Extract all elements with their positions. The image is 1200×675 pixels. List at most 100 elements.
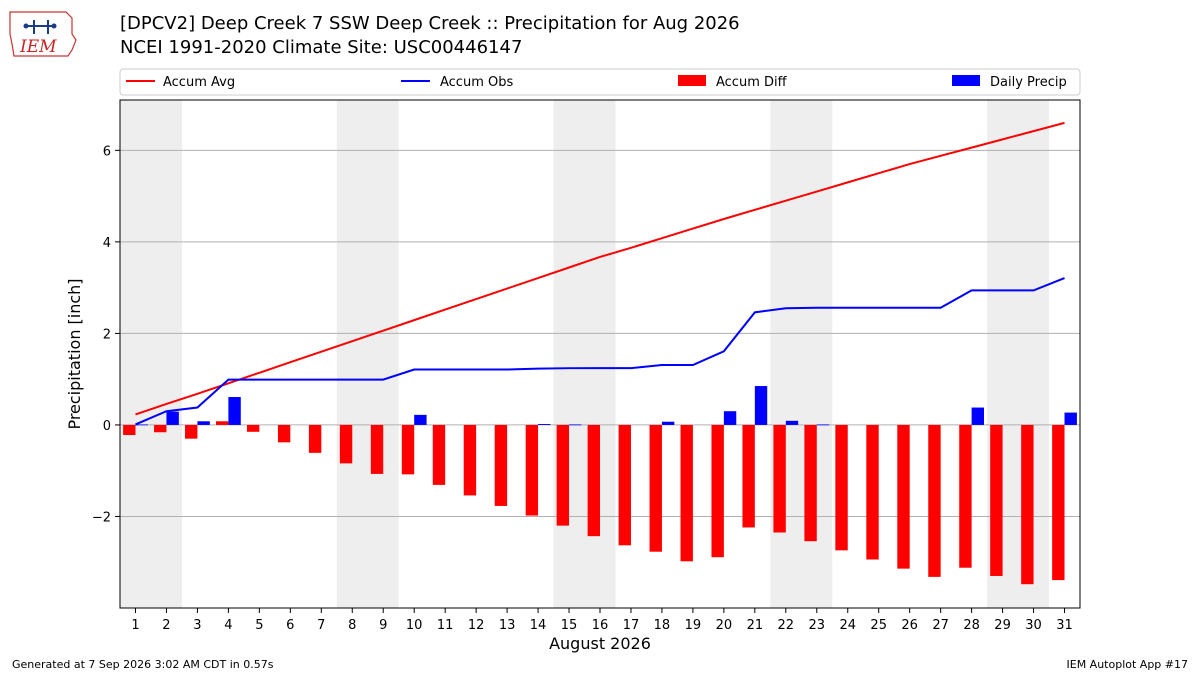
legend-label-accum-diff: Accum Diff bbox=[716, 75, 788, 90]
footer-app-id: IEM Autoplot App #17 bbox=[1066, 658, 1189, 671]
y-tick-label: 4 bbox=[103, 236, 111, 251]
x-tick-label: 5 bbox=[255, 618, 263, 633]
x-axis-label: August 2026 bbox=[549, 634, 651, 653]
y-axis-label: Precipitation [inch] bbox=[65, 278, 84, 429]
x-tick-label: 9 bbox=[379, 618, 387, 633]
daily-precip-bar bbox=[166, 411, 179, 425]
legend-swatch-accum-diff bbox=[678, 75, 706, 86]
accum-diff-bar bbox=[680, 424, 693, 562]
x-tick-label: 3 bbox=[193, 618, 201, 633]
accum-diff-bar bbox=[401, 424, 415, 475]
accum-diff-bar bbox=[246, 424, 260, 432]
daily-precip-bar bbox=[135, 424, 148, 426]
accum-diff-bar bbox=[897, 424, 910, 569]
daily-precip-bar bbox=[971, 407, 984, 425]
x-tick-label: 2 bbox=[162, 618, 170, 633]
legend-label-daily-precip: Daily Precip bbox=[990, 75, 1067, 90]
accum-diff-bar bbox=[216, 421, 229, 425]
x-tick-label: 15 bbox=[561, 618, 578, 633]
iem-logo: IEM bbox=[9, 11, 77, 57]
accum-lines bbox=[135, 121, 1065, 426]
daily-precip-bar bbox=[723, 411, 737, 425]
accum-diff-bar bbox=[1021, 424, 1034, 585]
x-tick-label: 27 bbox=[932, 618, 949, 633]
x-tick-label: 18 bbox=[654, 618, 671, 633]
chart-subtitle: NCEI 1991-2020 Climate Site: USC00446147 bbox=[120, 37, 523, 58]
x-axis-ticks: 1 2 3 4 5 6 7 8 9 10 11 12 13 14 15 16 17 18 19 20 21 22 23 24 2… bbox=[131, 608, 1073, 633]
x-tick-label: 25 bbox=[870, 618, 887, 633]
accum-diff-bar bbox=[463, 424, 477, 496]
daily-precip-bar bbox=[1064, 412, 1077, 425]
accum-diff-bar bbox=[618, 424, 631, 546]
accum-diff-bar bbox=[525, 424, 539, 516]
x-tick-label: 22 bbox=[778, 618, 795, 633]
accum-diff-bar bbox=[804, 424, 817, 542]
y-tick-label: 2 bbox=[103, 327, 111, 342]
legend-label-accum-obs: Accum Obs bbox=[440, 75, 513, 90]
accum-diff-bar bbox=[649, 424, 662, 552]
accum-diff-bar bbox=[370, 424, 384, 474]
accum-diff-bar bbox=[835, 424, 848, 551]
accum-diff-bar bbox=[742, 424, 755, 528]
daily-precip-bar bbox=[569, 424, 582, 426]
daily-precip-bars bbox=[135, 386, 1077, 426]
accum-diff-bar bbox=[773, 424, 786, 533]
x-tick-label: 6 bbox=[286, 618, 294, 633]
accum-obs-line bbox=[135, 277, 1065, 426]
accum-avg-line bbox=[135, 121, 1065, 416]
legend-swatch-daily-precip bbox=[952, 75, 980, 86]
legend: Accum Avg Accum Obs Accum Diff Daily Pre… bbox=[119, 68, 1081, 96]
x-tick-label: 12 bbox=[468, 618, 485, 633]
daily-precip-bar bbox=[538, 424, 551, 425]
accum-diff-bar bbox=[990, 424, 1003, 576]
accum-diff-bar bbox=[185, 424, 198, 439]
x-tick-label: 24 bbox=[839, 618, 856, 633]
accum-diff-bar bbox=[432, 424, 446, 485]
y-tick-label: 6 bbox=[103, 144, 111, 159]
x-tick-label: 29 bbox=[994, 618, 1011, 633]
accum-diff-bar bbox=[587, 424, 600, 537]
accum-diff-bar bbox=[959, 424, 972, 568]
x-tick-label: 28 bbox=[963, 618, 980, 633]
weekend-shading bbox=[120, 100, 1050, 608]
accum-diff-bar bbox=[928, 424, 941, 577]
x-tick-label: 4 bbox=[224, 618, 232, 633]
accum-diff-bar bbox=[154, 424, 167, 433]
accum-diff-bar bbox=[494, 424, 508, 506]
x-tick-label: 31 bbox=[1056, 618, 1073, 633]
legend-frame bbox=[119, 68, 1081, 96]
accum-diff-bar bbox=[308, 424, 322, 453]
x-tick-label: 21 bbox=[747, 618, 764, 633]
weekend-shade-1 bbox=[336, 100, 399, 608]
x-tick-label: 17 bbox=[623, 618, 640, 633]
accum-diff-bars bbox=[123, 421, 1065, 585]
x-tick-label: 1 bbox=[131, 618, 139, 633]
x-tick-label: 14 bbox=[530, 618, 547, 633]
x-tick-label: 11 bbox=[437, 618, 454, 633]
daily-precip-bar bbox=[414, 414, 427, 425]
y-axis-ticks: −2 0 2 4 6 bbox=[92, 144, 120, 525]
daily-precip-bar bbox=[197, 421, 210, 425]
accum-diff-bar bbox=[123, 424, 136, 436]
daily-precip-bar bbox=[754, 386, 768, 425]
y-tick-label: −2 bbox=[92, 510, 111, 525]
x-tick-label: 19 bbox=[685, 618, 702, 633]
x-tick-label: 26 bbox=[901, 618, 918, 633]
weekend-shade-0 bbox=[120, 100, 182, 608]
daily-precip-bar bbox=[816, 424, 830, 426]
accum-diff-bar bbox=[277, 424, 291, 443]
x-tick-label: 8 bbox=[348, 618, 356, 633]
daily-precip-bar bbox=[228, 397, 241, 425]
accum-diff-bar bbox=[866, 424, 879, 560]
y-tick-label: 0 bbox=[103, 419, 111, 434]
x-tick-label: 10 bbox=[406, 618, 423, 633]
x-tick-label: 13 bbox=[499, 618, 516, 633]
x-tick-label: 7 bbox=[317, 618, 325, 633]
chart-title: [DPCV2] Deep Creek 7 SSW Deep Creek :: P… bbox=[120, 13, 740, 34]
daily-precip-bar bbox=[661, 421, 675, 425]
weekend-shade-2 bbox=[553, 100, 616, 608]
legend-label-accum-avg: Accum Avg bbox=[163, 75, 235, 90]
x-tick-label: 20 bbox=[716, 618, 733, 633]
daily-precip-bar bbox=[785, 420, 799, 425]
